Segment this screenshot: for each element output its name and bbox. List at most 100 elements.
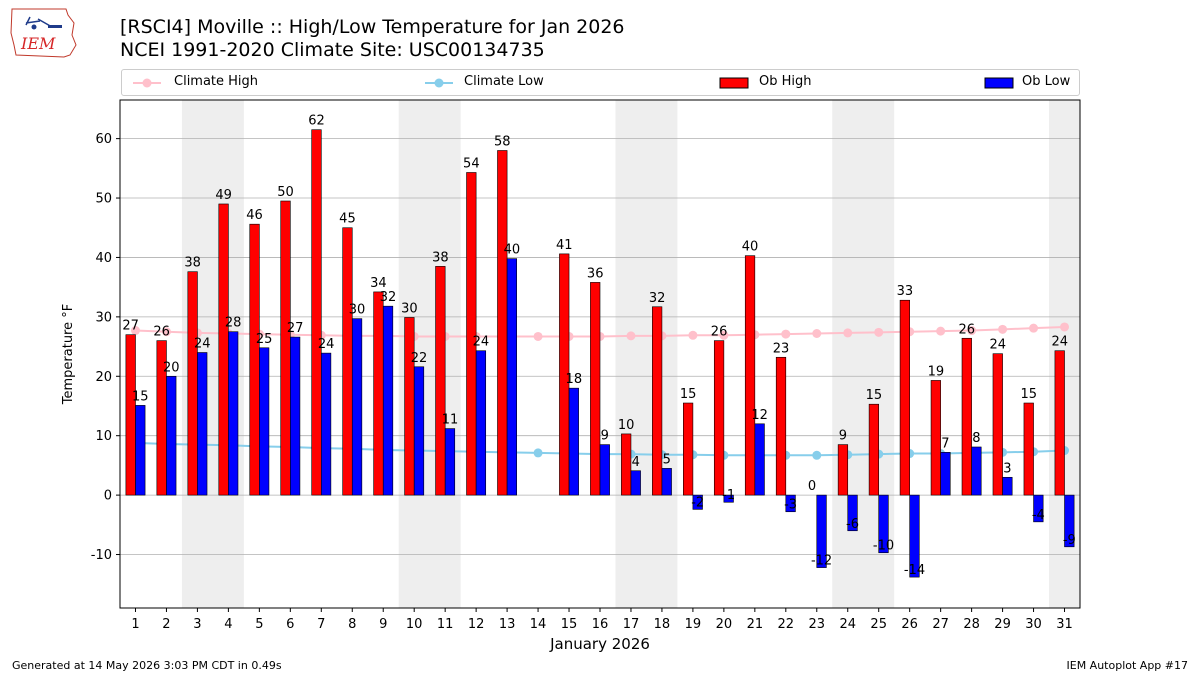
ob-high-bar xyxy=(311,129,322,496)
ob-low-bar xyxy=(1064,494,1075,548)
ob-high-bar xyxy=(961,337,972,496)
ob-high-bar xyxy=(621,433,632,496)
x-tick-label: 24 xyxy=(839,617,856,632)
ob-low-value-label: 22 xyxy=(411,351,428,366)
climate-low-point xyxy=(533,448,543,458)
climate-low-point xyxy=(812,450,822,460)
ob-high-value-label: 40 xyxy=(742,240,759,255)
bars xyxy=(125,129,1075,578)
climate-high-point xyxy=(626,331,636,341)
ob-low-bar xyxy=(475,350,487,496)
ob-low-bar xyxy=(816,494,827,568)
ob-high-value-label: 19 xyxy=(928,364,945,379)
ob-low-bar xyxy=(599,444,610,496)
x-tick-label: 9 xyxy=(379,617,387,632)
legend: Climate High Climate Low Ob High Ob Low xyxy=(121,69,1080,96)
legend-label: Climate Low xyxy=(464,74,544,89)
ob-high-value-label: 15 xyxy=(866,388,883,403)
ob-low-bar xyxy=(382,305,394,496)
ob-high-bar xyxy=(713,340,725,496)
ob-low-value-label: 4 xyxy=(632,455,640,470)
x-tick-label: 27 xyxy=(932,617,949,632)
ob-high-value-label: 49 xyxy=(215,188,232,203)
legend-label: Ob Low xyxy=(1022,74,1071,89)
x-tick-label: 23 xyxy=(809,617,826,632)
x-tick-label: 29 xyxy=(994,617,1011,632)
ob-high-bar xyxy=(992,353,1003,496)
x-axis-label: January 2026 xyxy=(549,635,650,653)
ob-high-value-label: 30 xyxy=(401,301,418,316)
climate-high-swatch-icon xyxy=(133,78,161,88)
ob-low-value-label: 20 xyxy=(163,360,180,375)
ob-low-bar xyxy=(228,331,239,496)
ob-low-value-label: -4 xyxy=(1032,508,1045,523)
ob-high-bar xyxy=(744,255,756,496)
climate-high-point xyxy=(843,328,853,338)
ob-low-bar xyxy=(785,494,796,513)
x-tick-label: 18 xyxy=(654,617,671,632)
ob-high-bar xyxy=(559,253,570,496)
legend-label: Ob High xyxy=(759,74,812,89)
legend-label: Climate High xyxy=(174,74,259,89)
x-tick-label: 12 xyxy=(468,617,485,632)
ob-low-value-label: 28 xyxy=(225,316,242,331)
ob-low-value-label: 9 xyxy=(601,429,609,444)
x-tick-label: 4 xyxy=(224,617,232,632)
x-tick-label: 28 xyxy=(963,617,980,632)
ob-low-bar xyxy=(444,428,456,496)
y-tick-label: 50 xyxy=(95,192,112,207)
ob-low-bar xyxy=(940,452,951,496)
climate-high-point xyxy=(719,330,729,340)
ob-low-bar xyxy=(320,352,332,496)
climate-high-point xyxy=(1029,323,1039,333)
ob-high-value-label: 26 xyxy=(153,325,170,340)
ob-low-bar xyxy=(909,494,920,578)
y-tick-label: 20 xyxy=(95,370,112,385)
ob-low-bar xyxy=(166,375,177,496)
ob-high-bar xyxy=(497,150,508,496)
y-tick-label: -10 xyxy=(91,548,112,563)
ob-low-bar xyxy=(351,318,363,496)
ob-low-value-label: 40 xyxy=(504,243,521,258)
ob-high-value-label: 26 xyxy=(711,325,728,340)
ob-high-value-label: 23 xyxy=(773,341,790,356)
x-tick-label: 1 xyxy=(131,617,139,632)
ob-low-bar xyxy=(197,352,208,496)
footer-app: IEM Autoplot App #17 xyxy=(1066,659,1189,672)
svg-text:IEM: IEM xyxy=(20,34,56,53)
ob-low-bar xyxy=(723,494,734,503)
ob-low-bar xyxy=(568,387,579,496)
ob-low-value-label: 32 xyxy=(380,290,397,305)
ob-high-value-label: 50 xyxy=(277,185,294,200)
ob-low-value-label: 3 xyxy=(1003,461,1011,476)
ob-low-value-label: 24 xyxy=(194,337,211,352)
x-tick-label: 16 xyxy=(592,617,609,632)
ob-low-bar xyxy=(1002,476,1013,496)
chart-title: [RSCI4] Moville :: High/Low Temperature … xyxy=(120,16,625,38)
ob-high-bar xyxy=(775,356,787,496)
ob-high-value-label: 26 xyxy=(959,322,976,337)
ob-low-value-label: -9 xyxy=(1063,533,1076,548)
x-tick-label: 21 xyxy=(747,617,764,632)
ob-high-value-label: 27 xyxy=(122,319,139,334)
ob-low-value-label: -6 xyxy=(846,517,859,532)
ob-high-bar xyxy=(280,200,291,496)
y-tick-label: 30 xyxy=(95,310,112,325)
ob-low-bar xyxy=(661,468,672,496)
y-tick-label: 0 xyxy=(104,489,112,504)
ob-high-bar xyxy=(1054,350,1065,496)
climate-high-point xyxy=(936,326,946,336)
ob-high-value-label: 9 xyxy=(839,429,847,444)
ob-high-value-label: 32 xyxy=(649,291,666,306)
ob-high-bar xyxy=(404,317,415,496)
ob-low-bar xyxy=(878,494,889,554)
iem-logo: IEM xyxy=(10,8,77,58)
ob-high-value-label: 54 xyxy=(463,156,480,171)
ob-high-bar xyxy=(590,282,601,496)
ob-low-value-label: 8 xyxy=(972,431,980,446)
ob-low-bar xyxy=(506,258,517,496)
ob-high-value-label: 15 xyxy=(680,387,697,402)
chart-subtitle: NCEI 1991-2020 Climate Site: USC00134735 xyxy=(120,39,545,61)
x-tick-label: 10 xyxy=(406,617,423,632)
ob-low-bar xyxy=(754,423,765,496)
